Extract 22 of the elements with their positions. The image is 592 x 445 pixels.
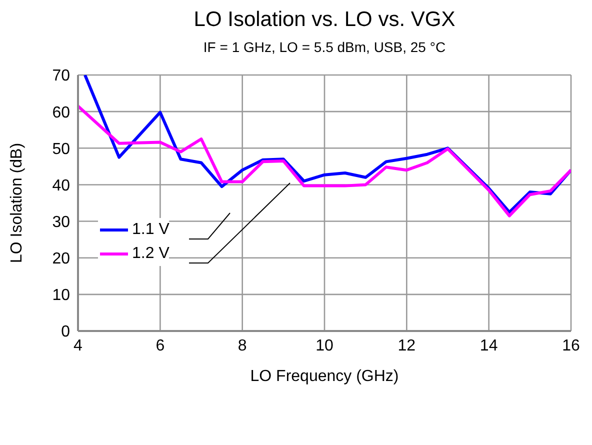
line-series [78, 104, 571, 218]
x-tick-label: 4 [74, 337, 83, 354]
y-tick-label: 20 [52, 250, 70, 268]
y-axis-title: LO Isolation (dB) [8, 142, 26, 264]
y-tick-label: 10 [52, 287, 70, 304]
legend-label: 1.2 V [132, 245, 170, 263]
y-tick-label: 50 [52, 140, 70, 158]
chart-title: LO Isolation vs. LO vs. VGX [192, 8, 456, 32]
x-tick-label: 14 [480, 337, 498, 354]
x-tick-label: 16 [562, 337, 580, 354]
y-tick-label: 40 [52, 177, 70, 194]
y-tick-label: 70 [52, 68, 70, 85]
x-tick-label: 10 [316, 337, 334, 354]
legend-label: 1.1 V [132, 221, 170, 239]
x-tick-label: 6 [156, 337, 165, 354]
chart-subtitle: IF = 1 GHz, LO = 5.5 dBm, USB, 25 °C [202, 39, 447, 55]
y-tick-label: 0 [61, 324, 70, 341]
y-tick-label: 30 [52, 214, 70, 231]
x-tick-label: 12 [398, 337, 416, 354]
x-tick-label: 8 [238, 337, 247, 354]
x-axis-title: LO Frequency (GHz) [250, 368, 399, 385]
y-tick-label: 60 [52, 104, 70, 122]
